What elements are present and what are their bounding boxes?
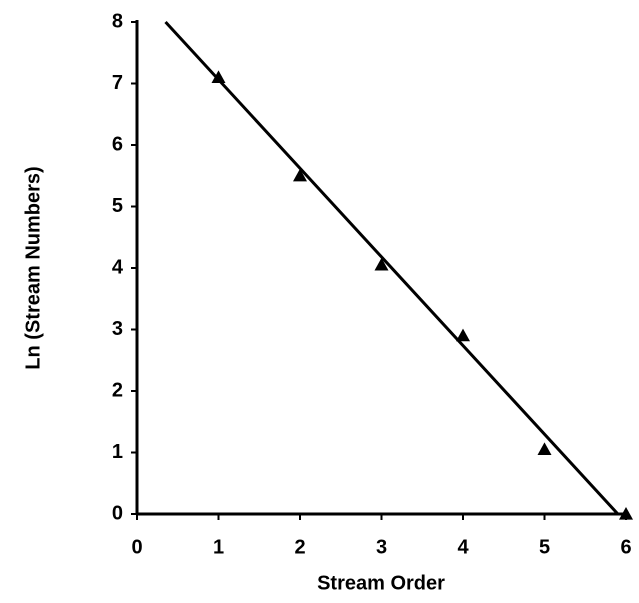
x-tick-label: 2 <box>294 536 305 558</box>
y-tick-label: 0 <box>112 502 123 524</box>
y-tick-label: 6 <box>112 133 123 155</box>
x-tick-label: 4 <box>457 536 469 558</box>
y-tick-label: 2 <box>112 379 123 401</box>
point <box>374 257 389 271</box>
trend-line <box>164 20 619 516</box>
x-tick-label: 6 <box>620 536 631 558</box>
y-tick-label: 5 <box>112 195 123 217</box>
y-axis-label: Ln (Stream Numbers) <box>22 166 44 369</box>
y-tick-label: 7 <box>112 72 123 94</box>
point <box>293 168 307 182</box>
point <box>537 442 552 456</box>
x-tick-label: 0 <box>131 536 142 558</box>
point <box>619 507 633 520</box>
point <box>211 70 226 83</box>
point <box>456 328 470 342</box>
x-tick-label: 1 <box>213 536 224 558</box>
x-tick-label: 5 <box>539 536 550 558</box>
y-tick-label: 4 <box>112 256 124 278</box>
y-tick-label: 8 <box>112 10 123 32</box>
y-tick-label: 3 <box>112 318 123 340</box>
x-tick-label: 3 <box>376 536 387 558</box>
y-tick-label: 1 <box>112 441 123 463</box>
x-axis-label: Stream Order <box>317 572 445 594</box>
